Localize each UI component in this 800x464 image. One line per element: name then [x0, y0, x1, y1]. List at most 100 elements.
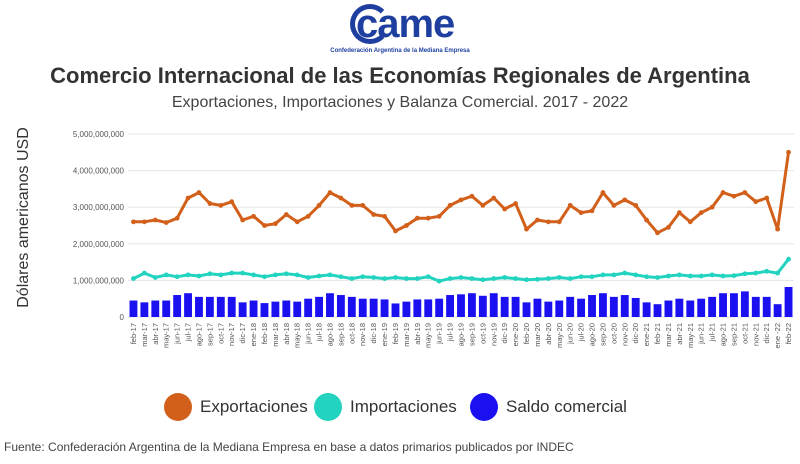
x-tick-label: ago-21 [719, 323, 728, 346]
point-importaciones [349, 276, 355, 281]
point-importaciones [753, 270, 759, 276]
bar-saldo-comercial [402, 301, 411, 317]
point-importaciones [556, 275, 562, 280]
y-axis-label: Dólares americanos USD [15, 127, 32, 308]
point-importaciones [545, 276, 551, 281]
point-exportaciones [262, 223, 267, 228]
point-exportaciones [414, 215, 420, 221]
bar-saldo-comercial [227, 296, 236, 317]
x-tick-label: feb-21 [653, 323, 662, 344]
point-exportaciones [338, 195, 344, 201]
point-exportaciones [371, 212, 377, 217]
point-importaciones [152, 275, 158, 280]
x-tick-label: nov-19 [489, 323, 498, 346]
point-exportaciones [404, 223, 409, 228]
point-importaciones [535, 276, 540, 282]
point-importaciones [272, 272, 278, 278]
point-importaciones [196, 273, 202, 279]
bar-saldo-comercial [730, 293, 738, 317]
bar-saldo-comercial [500, 296, 509, 317]
x-tick-label: may-20 [555, 323, 564, 348]
bar-saldo-comercial [304, 298, 313, 317]
legend-item-exportaciones[interactable]: Exportaciones [164, 392, 308, 422]
bar-saldo-comercial [195, 296, 203, 317]
y-tick-label: 3,000,000,000 [73, 203, 125, 212]
point-exportaciones [207, 201, 213, 206]
x-tick-label: ago-18 [325, 323, 334, 346]
point-exportaciones [458, 197, 464, 203]
x-tick-label: ene-19 [380, 323, 389, 346]
point-exportaciones [283, 212, 289, 217]
point-importaciones [655, 275, 660, 280]
point-exportaciones [589, 208, 595, 214]
legend-swatch-exportaciones [164, 393, 192, 421]
x-tick-label: abr-18 [282, 323, 291, 345]
x-tick-label: sep-19 [467, 323, 476, 346]
legend-item-saldo[interactable]: Saldo comercial [470, 392, 627, 422]
point-importaciones [676, 272, 682, 278]
point-exportaciones [655, 230, 660, 236]
point-exportaciones [185, 195, 191, 201]
point-importaciones [775, 270, 781, 276]
bar-saldo-comercial [544, 301, 553, 317]
point-exportaciones [513, 201, 518, 206]
x-tick-label: jul-21 [708, 323, 717, 342]
x-tick-label: jun-18 [304, 323, 313, 345]
y-tick-label: 1,000,000,000 [73, 276, 125, 285]
point-exportaciones [131, 219, 136, 225]
bar-saldo-comercial [238, 302, 247, 317]
point-importaciones [185, 272, 191, 278]
legend-item-importaciones[interactable]: Importaciones [314, 392, 457, 422]
point-importaciones [360, 274, 366, 280]
x-tick-label: feb-22 [784, 323, 793, 344]
point-exportaciones [251, 213, 256, 219]
x-tick-label: oct-17 [216, 323, 225, 344]
point-importaciones [709, 272, 715, 278]
x-tick-label: sep-20 [598, 323, 607, 346]
point-exportaciones [622, 197, 628, 203]
y-tick-label: 0 [120, 313, 125, 322]
point-importaciones [698, 273, 704, 279]
bar-saldo-comercial [173, 295, 182, 317]
point-importaciones [491, 276, 497, 281]
point-exportaciones [556, 219, 562, 225]
point-exportaciones [327, 190, 333, 195]
bar-saldo-comercial [751, 296, 760, 317]
x-tick-label: may-18 [293, 323, 302, 348]
bar-saldo-comercial [653, 304, 662, 317]
point-exportaciones [775, 226, 781, 232]
legend-label-exportaciones: Exportaciones [200, 397, 308, 416]
x-tick-label: nov-17 [227, 323, 236, 346]
x-tick-label: mar-21 [664, 323, 673, 347]
bar-saldo-comercial [533, 298, 542, 317]
point-exportaciones [480, 202, 486, 208]
point-importaciones [731, 273, 737, 279]
x-tick-label: sep-17 [205, 323, 214, 346]
bar-saldo-comercial [391, 303, 400, 317]
x-tick-label: mar-18 [271, 323, 280, 347]
point-exportaciones [644, 217, 650, 223]
point-importaciones [502, 275, 508, 280]
bar-saldo-comercial [599, 293, 607, 317]
bar-saldo-comercial [358, 298, 367, 317]
point-exportaciones [382, 213, 387, 219]
logo-wordmark: came [356, 2, 455, 46]
point-importaciones [611, 272, 617, 278]
point-exportaciones [305, 213, 311, 219]
x-tick-label: nov-21 [751, 323, 760, 346]
point-exportaciones [633, 202, 639, 208]
x-tick-label: ene-21 [642, 323, 651, 346]
x-tick-label: may-17 [162, 323, 171, 348]
x-tick-label: jun-21 [697, 323, 706, 345]
point-importaciones [436, 278, 442, 284]
point-importaciones [305, 275, 311, 280]
bar-saldo-comercial [555, 300, 564, 317]
point-exportaciones [666, 224, 671, 230]
point-importaciones [687, 273, 693, 279]
point-exportaciones [447, 202, 453, 208]
point-exportaciones [786, 149, 791, 155]
legend-label-saldo: Saldo comercial [506, 397, 627, 416]
bar-saldo-comercial [424, 299, 433, 317]
point-exportaciones [764, 195, 770, 201]
point-importaciones [458, 275, 464, 280]
